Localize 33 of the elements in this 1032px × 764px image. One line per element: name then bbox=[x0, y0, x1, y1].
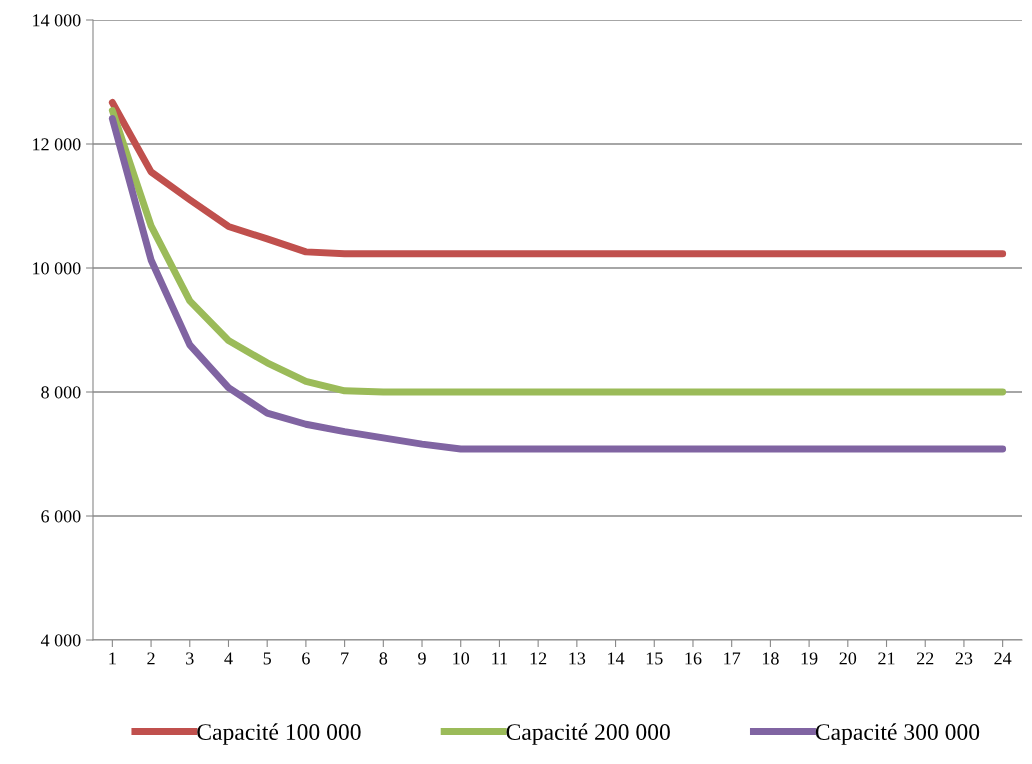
y-tick-label: 6 000 bbox=[41, 510, 81, 523]
x-tick-label: 10 bbox=[453, 652, 470, 665]
x-tick-label: 24 bbox=[994, 652, 1012, 665]
x-tick-label: 15 bbox=[646, 652, 663, 665]
x-tick-label: 7 bbox=[341, 652, 349, 665]
x-tick-label: 22 bbox=[916, 652, 934, 665]
x-tick-label: 23 bbox=[955, 652, 973, 665]
y-tick-label: 14 000 bbox=[33, 14, 81, 27]
y-tick-label: 10 000 bbox=[33, 262, 81, 275]
legend-label: Capacité 300 000 bbox=[815, 723, 980, 745]
x-tick-label: 14 bbox=[608, 652, 625, 665]
y-tick-label: 12 000 bbox=[33, 138, 81, 151]
x-tick-label: 2 bbox=[147, 652, 155, 665]
x-tick-label: 8 bbox=[379, 652, 388, 665]
legend-label: Capacité 200 000 bbox=[506, 723, 670, 745]
x-tick-label: 20 bbox=[839, 652, 857, 665]
x-tick-label: 9 bbox=[418, 652, 426, 665]
x-tick-label: 12 bbox=[530, 652, 547, 665]
x-tick-label: 3 bbox=[186, 652, 194, 665]
x-tick-label: 18 bbox=[762, 652, 779, 665]
y-tick-label: 8 000 bbox=[41, 386, 81, 399]
x-tick-label: 4 bbox=[224, 652, 233, 665]
x-tick-label: 16 bbox=[685, 652, 702, 665]
x-tick-label: 6 bbox=[302, 652, 310, 665]
x-tick-label: 13 bbox=[569, 652, 586, 665]
x-tick-label: 21 bbox=[878, 652, 895, 665]
x-tick-label: 1 bbox=[109, 652, 116, 665]
legend-label: Capacité 100 000 bbox=[197, 723, 361, 745]
x-tick-label: 19 bbox=[801, 652, 818, 665]
x-tick-label: 5 bbox=[263, 652, 271, 665]
x-tick-label: 11 bbox=[492, 652, 508, 665]
y-tick-label: 4 000 bbox=[40, 634, 81, 647]
x-tick-label: 17 bbox=[724, 652, 741, 665]
